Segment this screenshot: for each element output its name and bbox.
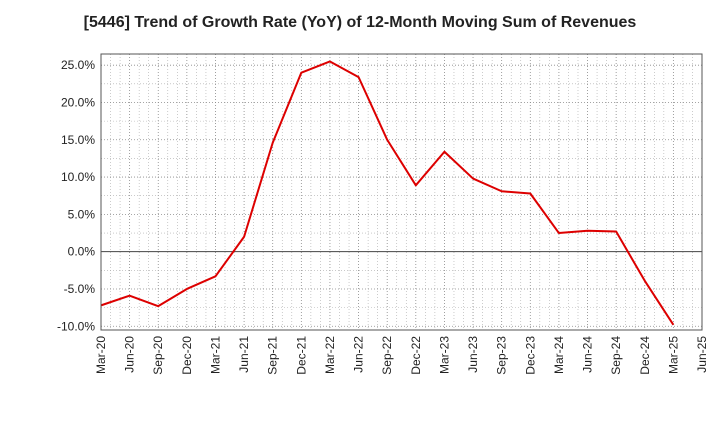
x-tick-label: Jun-23	[466, 336, 480, 373]
y-axis-tick-labels: 25.0% 20.0% 15.0% 10.0% 5.0% 0.0% -5.0% -10.0%	[57, 58, 95, 333]
x-tick-label: Jun-24	[581, 336, 595, 373]
x-tick-label: Mar-20	[94, 336, 108, 374]
x-tick-label: Dec-24	[638, 336, 652, 375]
x-tick-label: Jun-21	[237, 336, 251, 373]
x-tick-label: Mar-21	[208, 336, 222, 374]
x-tick-label: Sep-22	[380, 336, 394, 375]
plot-area-frame	[100, 53, 703, 331]
x-tick-label: Mar-24	[552, 336, 566, 374]
y-tick-label: 20.0%	[61, 95, 95, 109]
x-axis-tick-labels: Mar-20 Jun-20 Sep-20 Dec-20 Mar-21 Jun-21 Sep-…	[94, 336, 709, 375]
x-tick-label: Sep-23	[495, 336, 509, 375]
x-tick-label: Jun-20	[123, 336, 137, 373]
series-layer	[100, 60, 675, 326]
x-tick-label: Dec-20	[180, 336, 194, 375]
y-tick-label: 15.0%	[61, 133, 95, 147]
chart-title: [5446] Trend of Growth Rate (YoY) of 12-…	[83, 14, 637, 31]
x-tick-label: Sep-24	[609, 336, 623, 375]
x-tick-label: Jun-22	[352, 336, 366, 373]
y-tick-label: -5.0%	[64, 282, 96, 296]
y-tick-label: 0.0%	[68, 245, 96, 259]
x-tick-label: Mar-25	[666, 336, 680, 374]
y-tick-label: -10.0%	[57, 319, 95, 333]
y-tick-label: 5.0%	[68, 207, 96, 221]
grid-lines	[101, 54, 702, 330]
x-tick-label: Mar-22	[323, 336, 337, 374]
x-tick-label: Dec-21	[294, 336, 308, 375]
x-tick-label: Jun-25	[695, 336, 709, 373]
y-tick-label: 25.0%	[61, 58, 95, 72]
x-tick-label: Mar-23	[437, 336, 451, 374]
x-tick-label: Dec-23	[523, 336, 537, 375]
x-tick-label: Sep-21	[266, 336, 280, 375]
x-tick-label: Sep-20	[151, 336, 165, 375]
x-tick-label: Dec-22	[409, 336, 423, 375]
y-tick-label: 10.0%	[61, 170, 95, 184]
series-line	[100, 60, 675, 326]
